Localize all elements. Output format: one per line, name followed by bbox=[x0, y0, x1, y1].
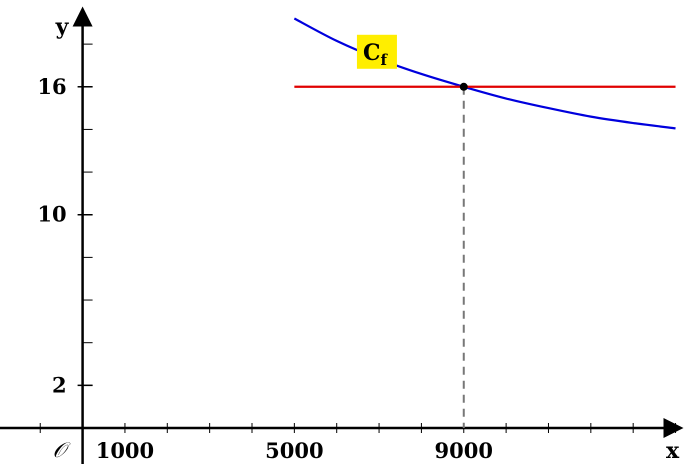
labels: 1000 5000 9000 2 10 16 𝒪 x y Cf bbox=[37, 14, 680, 464]
y-tick-label: 16 bbox=[37, 74, 66, 99]
curve-label-background bbox=[356, 34, 397, 69]
y-tick-label: 2 bbox=[52, 372, 67, 397]
axes bbox=[0, 6, 684, 464]
x-tick-label: 5000 bbox=[265, 438, 323, 463]
origin-label: 𝒪 bbox=[53, 438, 71, 462]
x-axis-label: x bbox=[666, 438, 680, 464]
curve-label-main: C bbox=[363, 40, 381, 66]
intersection-point bbox=[459, 82, 468, 91]
curve-label: Cf bbox=[363, 40, 389, 69]
curve-cf bbox=[293, 17, 676, 130]
x-tick-label: 1000 bbox=[96, 438, 154, 463]
ticks bbox=[39, 43, 677, 433]
curve-label-subscript: f bbox=[380, 51, 388, 69]
y-axis-label: y bbox=[55, 14, 70, 40]
x-tick-label: 9000 bbox=[435, 438, 493, 463]
series bbox=[293, 17, 676, 130]
y-tick-label: 10 bbox=[37, 202, 66, 227]
